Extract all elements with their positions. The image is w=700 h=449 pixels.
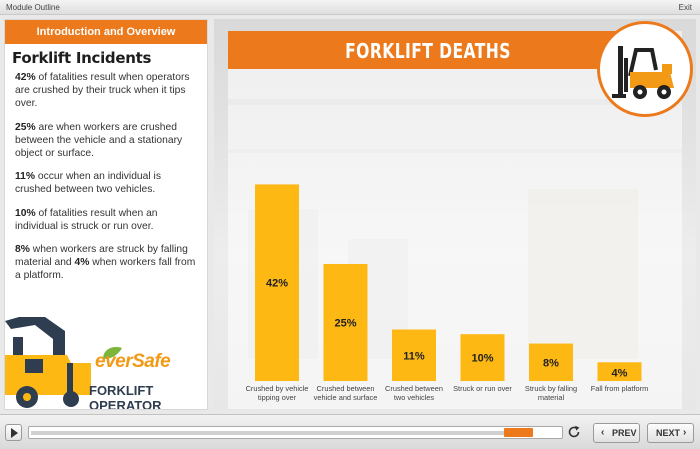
category-tick-line: two vehicles: [394, 393, 435, 402]
bar: [255, 184, 299, 381]
category-tick-line: Fall from platform: [591, 384, 649, 393]
chart-panel: FORKLIFT DEATHS 42% Crushed by vehicle tip…: [214, 19, 696, 410]
data-label: 42%: [266, 278, 288, 290]
progress-track: [31, 431, 506, 435]
sidebar-heading: Forklift Incidents: [12, 49, 152, 67]
brand-logo: everSafe: [95, 351, 171, 372]
category-tick-line: Crushed by vehicle: [246, 384, 309, 393]
stat-percent: 4%: [74, 257, 90, 269]
category-tick-label: Crushed by vehicle tipping over: [246, 384, 309, 402]
forklift-icon: [612, 46, 674, 99]
chart-title-bar: FORKLIFT DEATHS: [228, 31, 628, 69]
category-tick-line: material: [538, 393, 565, 402]
stat-text: when workers are struck by falling mater…: [15, 244, 188, 269]
incident-paragraph: 11% occur when an individual is crushed …: [15, 170, 199, 196]
category-tick-line: Crushed between: [385, 384, 443, 393]
next-button[interactable]: NEXT ›: [647, 423, 694, 443]
category-tick-label: Struck by falling material: [525, 384, 577, 402]
chart-title: FORKLIFT DEATHS: [345, 39, 511, 63]
category-tick-line: vehicle and surface: [314, 393, 378, 402]
replay-icon[interactable]: [567, 425, 581, 439]
category-tick-line: tipping over: [258, 393, 297, 402]
data-label: 11%: [403, 350, 425, 362]
data-label: 8%: [543, 357, 559, 369]
stat-percent: 11%: [15, 171, 36, 183]
bar: [597, 362, 642, 381]
bar: [529, 343, 573, 381]
bar: [323, 263, 368, 381]
category-tick-line: Struck by falling: [525, 384, 577, 393]
brand-block: everSafe FORKLIFT OPERATOR: [5, 317, 207, 409]
incident-paragraph: 42% of fatalities result when operators …: [15, 71, 199, 111]
category-tick-label: Fall from platform: [591, 384, 649, 393]
stat-text: are when workers are crushed between the…: [15, 121, 183, 160]
forklift-silhouette-icon: [5, 317, 91, 408]
stat-percent: 10%: [15, 207, 36, 219]
player-controls: ‹ PREV NEXT ›: [0, 414, 700, 449]
stat-percent: 42%: [15, 72, 36, 83]
bar: [392, 329, 436, 381]
leaf-logo-icon: [103, 347, 122, 359]
top-bar: Module Outline Exit: [0, 0, 700, 15]
next-label: NEXT: [656, 428, 681, 438]
chevron-left-icon: ‹: [601, 427, 605, 438]
category-tick-label: Struck or run over: [453, 384, 512, 393]
incident-paragraph: 8% when workers are struck by falling ma…: [15, 243, 199, 283]
incident-paragraphs: 42% of fatalities result when operators …: [5, 71, 207, 283]
data-label: 25%: [334, 317, 356, 329]
category-tick-label: Crushed between vehicle and surface: [314, 384, 378, 402]
stat-text: of fatalities result when an individual …: [15, 207, 158, 232]
category-tick-label: Crushed between two vehicles: [385, 384, 443, 402]
stat-percent: 8%: [15, 244, 30, 256]
brand-product: FORKLIFT OPERATOR: [89, 383, 162, 410]
incident-paragraph: 10% of fatalities result when an individ…: [15, 207, 199, 233]
bar: [460, 334, 505, 381]
prev-label: PREV: [612, 428, 637, 438]
stat-percent: 25%: [15, 121, 36, 133]
stat-text: of fatalities result when operators are …: [15, 72, 190, 110]
bar-chart: 42% Crushed by vehicle tipping over 25% Crus…: [246, 184, 649, 402]
chevron-right-icon: ›: [683, 427, 687, 438]
data-label: 10%: [471, 353, 493, 365]
progress-fill: [504, 428, 533, 437]
section-tab[interactable]: Introduction and Overview: [5, 20, 207, 44]
prev-button[interactable]: ‹ PREV: [593, 423, 640, 443]
module-outline-button[interactable]: Module Outline: [6, 3, 60, 12]
play-button[interactable]: [5, 424, 22, 441]
sidebar-panel: Introduction and Overview Forklift Incid…: [4, 19, 208, 410]
data-label: 4%: [612, 367, 628, 379]
progress-bar[interactable]: [28, 426, 563, 439]
category-tick-line: Struck or run over: [453, 384, 512, 393]
category-tick-line: Crushed between: [317, 384, 375, 393]
incident-paragraph: 25% are when workers are crushed between…: [15, 121, 199, 161]
play-icon: [11, 428, 18, 438]
forklift-badge: [597, 21, 693, 117]
stat-text: when workers fall from a platform.: [15, 257, 196, 282]
exit-button[interactable]: Exit: [678, 3, 692, 12]
stat-text: occur when an individual is crushed betw…: [15, 171, 161, 196]
